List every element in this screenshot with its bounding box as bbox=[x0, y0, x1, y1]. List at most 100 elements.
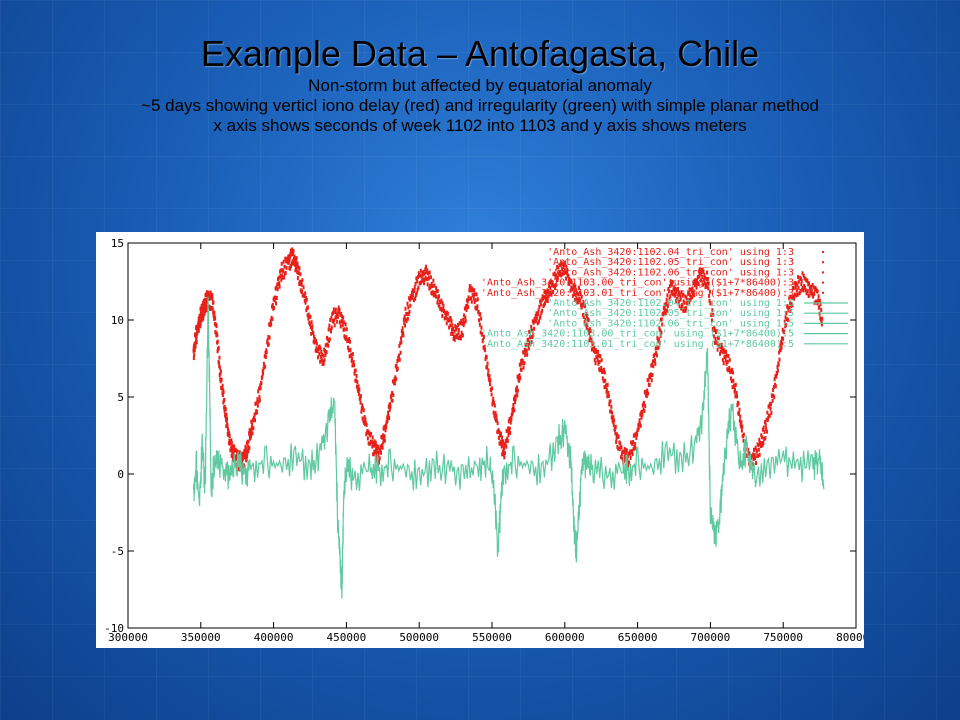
data-point bbox=[733, 383, 736, 388]
data-point bbox=[713, 326, 716, 331]
data-point bbox=[278, 281, 281, 286]
data-point bbox=[214, 316, 217, 321]
data-point bbox=[610, 415, 613, 420]
data-point bbox=[763, 429, 766, 434]
data-point bbox=[611, 419, 614, 424]
data-point bbox=[546, 299, 549, 304]
data-point bbox=[767, 416, 770, 421]
data-point bbox=[795, 293, 798, 298]
data-point bbox=[303, 294, 306, 299]
data-point bbox=[502, 452, 505, 457]
data-point bbox=[548, 284, 551, 289]
data-point bbox=[630, 440, 633, 445]
data-point bbox=[692, 289, 695, 294]
data-point bbox=[554, 285, 557, 290]
data-point bbox=[404, 323, 407, 328]
data-point bbox=[264, 354, 267, 359]
data-point bbox=[233, 444, 236, 449]
x-tick-label: 500000 bbox=[399, 631, 439, 644]
data-point bbox=[592, 341, 595, 346]
data-point bbox=[748, 451, 751, 456]
data-point bbox=[372, 452, 375, 457]
data-point bbox=[627, 463, 630, 468]
data-point bbox=[290, 264, 293, 269]
data-point bbox=[348, 354, 351, 359]
data-point bbox=[733, 389, 736, 394]
data-point bbox=[670, 282, 673, 287]
data-point bbox=[526, 342, 529, 347]
data-point bbox=[820, 307, 823, 312]
data-point bbox=[797, 279, 800, 284]
data-point bbox=[721, 357, 724, 362]
data-point bbox=[730, 379, 733, 384]
data-point bbox=[740, 420, 743, 425]
data-point bbox=[572, 285, 575, 290]
data-point bbox=[222, 390, 225, 395]
data-point bbox=[724, 358, 727, 363]
data-point bbox=[800, 282, 803, 287]
data-point bbox=[295, 266, 298, 271]
data-point bbox=[586, 323, 589, 328]
data-point bbox=[431, 284, 434, 289]
data-point bbox=[683, 306, 686, 311]
data-point bbox=[400, 329, 403, 334]
data-point bbox=[575, 291, 578, 296]
data-point bbox=[361, 403, 364, 408]
data-point bbox=[218, 365, 221, 370]
data-point bbox=[445, 312, 448, 317]
data-point bbox=[531, 328, 534, 333]
data-point bbox=[329, 317, 332, 322]
data-point bbox=[558, 272, 561, 277]
data-point bbox=[248, 428, 251, 433]
data-point bbox=[719, 349, 722, 354]
data-point bbox=[309, 314, 312, 319]
data-point bbox=[294, 259, 297, 264]
data-point bbox=[465, 304, 468, 309]
data-point bbox=[317, 355, 320, 360]
data-point bbox=[538, 304, 541, 309]
series-layer bbox=[192, 247, 825, 599]
data-point bbox=[801, 285, 804, 290]
data-point bbox=[796, 282, 799, 287]
data-point bbox=[757, 447, 760, 452]
data-point bbox=[653, 358, 656, 363]
series-line bbox=[251, 397, 379, 599]
data-point bbox=[808, 285, 811, 290]
data-point bbox=[620, 455, 623, 460]
data-point bbox=[327, 343, 330, 348]
data-point bbox=[544, 298, 547, 303]
data-point bbox=[313, 336, 316, 341]
data-point bbox=[460, 330, 463, 335]
data-point bbox=[788, 296, 791, 301]
data-point bbox=[405, 318, 408, 323]
legend-entry-label: 'Anto_Ash_3420:1102.05_tri_con' using 1:… bbox=[547, 308, 794, 319]
data-point bbox=[759, 442, 762, 447]
data-point bbox=[367, 441, 370, 446]
data-point bbox=[513, 400, 516, 405]
data-point bbox=[197, 328, 200, 333]
data-point bbox=[426, 282, 429, 287]
data-point bbox=[809, 287, 812, 292]
data-point bbox=[546, 296, 549, 301]
data-point bbox=[582, 314, 585, 319]
data-point bbox=[381, 433, 384, 438]
data-point bbox=[428, 270, 431, 275]
data-point bbox=[486, 365, 489, 370]
data-point bbox=[476, 297, 479, 302]
data-point bbox=[279, 274, 282, 279]
data-point bbox=[442, 303, 445, 308]
slide-header: Example Data – Antofagasta, Chile Non-st… bbox=[40, 32, 920, 136]
data-point bbox=[333, 318, 336, 323]
data-point bbox=[247, 449, 250, 454]
data-point bbox=[580, 294, 583, 299]
data-point bbox=[384, 428, 387, 433]
data-point bbox=[359, 394, 362, 399]
data-point bbox=[386, 418, 389, 423]
data-point bbox=[259, 383, 262, 388]
data-point bbox=[676, 297, 679, 302]
legend-entry-label: 'Anto_Ash_3420:1102.04_tri_con' using 1:… bbox=[547, 298, 794, 309]
data-point bbox=[416, 275, 419, 280]
data-point bbox=[407, 305, 410, 310]
data-point bbox=[391, 398, 394, 403]
